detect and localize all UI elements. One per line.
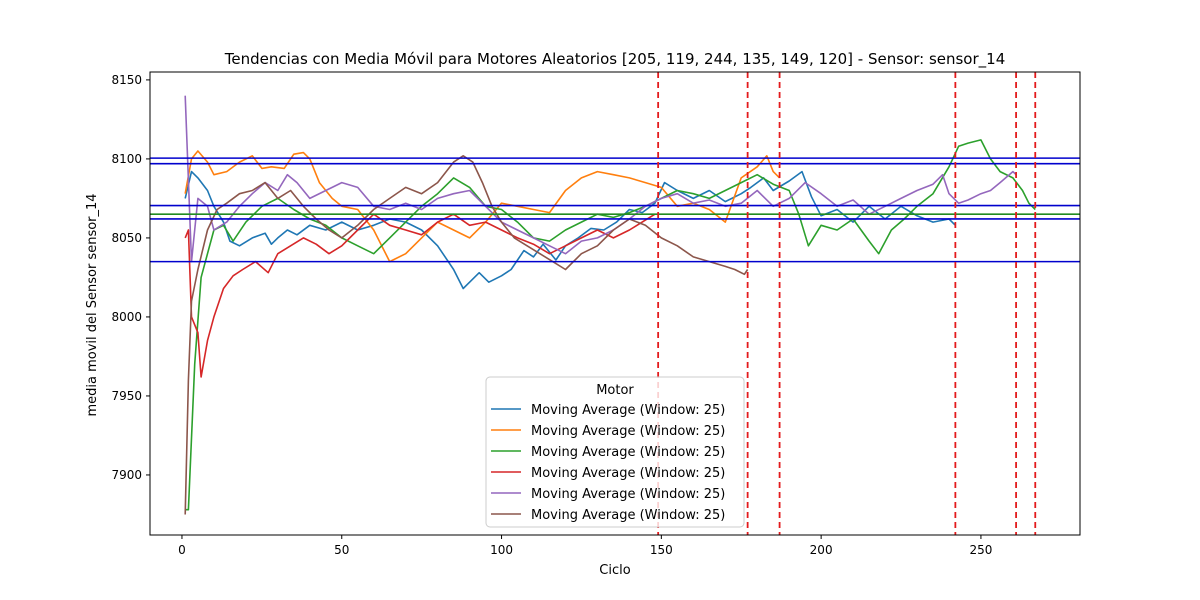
y-tick-label: 7950 (111, 389, 142, 403)
axis-ticks: 0 50 100 150 200 250 7900 7950 8000 8050 8100 8150 (111, 73, 992, 557)
legend-entry-label: Moving Average (Window: 25) (531, 508, 725, 523)
y-tick-label: 7900 (111, 468, 142, 482)
legend-entry-label: Moving Average (Window: 25) (531, 466, 725, 481)
y-tick-label: 8000 (111, 310, 142, 324)
legend-entry-label: Moving Average (Window: 25) (531, 424, 725, 439)
series-line-6 (184, 155, 749, 515)
legend: Motor Moving Average (Window: 25)Moving … (485, 376, 745, 528)
axes-frame (149, 71, 1081, 536)
y-tick-label: 8150 (111, 73, 142, 87)
series-line-1 (184, 170, 956, 290)
y-tick-label: 8050 (111, 231, 142, 245)
chart-title: Tendencias con Media Móvil para Motores … (224, 50, 1005, 69)
legend-entry-label: Moving Average (Window: 25) (531, 445, 725, 460)
series-line-5 (184, 95, 1017, 263)
y-tick-label: 8100 (111, 152, 142, 166)
x-tick-label: 50 (334, 543, 349, 557)
legend-box (485, 376, 745, 528)
legend-entry-label: Moving Average (Window: 25) (531, 487, 725, 502)
legend-items: Moving Average (Window: 25) Moving Averag… (491, 403, 725, 523)
legend-entry-label: Moving Average (Window: 25) (531, 403, 725, 418)
legend-title: Motor (596, 383, 634, 398)
x-tick-label: 100 (490, 543, 513, 557)
x-tick-label: 0 (178, 543, 186, 557)
x-axis-label: Ciclo (599, 563, 630, 578)
series-line-4 (184, 213, 656, 378)
y-axis-label: media movil del Sensor sensor_14 (85, 193, 100, 416)
x-tick-label: 200 (810, 543, 833, 557)
x-tick-label: 250 (969, 543, 992, 557)
x-tick-label: 150 (650, 543, 673, 557)
